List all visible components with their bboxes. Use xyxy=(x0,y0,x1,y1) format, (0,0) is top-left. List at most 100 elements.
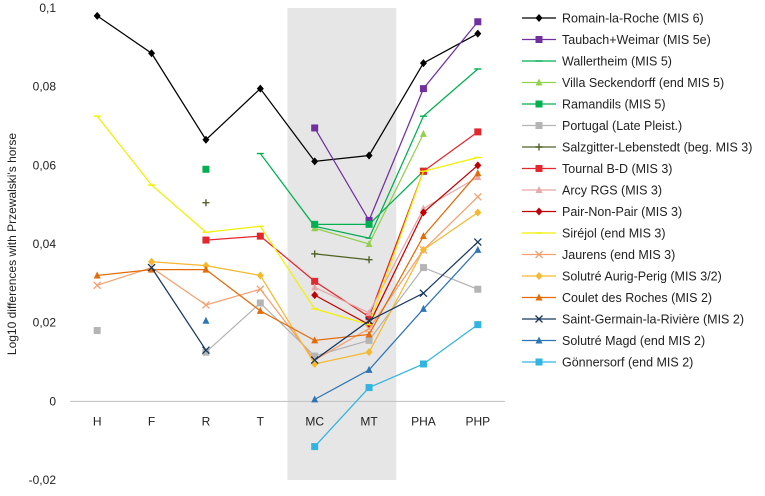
data-point xyxy=(474,169,482,177)
data-point xyxy=(474,321,482,329)
series-0 xyxy=(93,11,482,166)
y-tick-label: 0,1 xyxy=(39,1,56,15)
data-point xyxy=(474,285,482,293)
series-line xyxy=(97,172,479,342)
data-point xyxy=(419,204,427,212)
data-point xyxy=(365,365,373,373)
data-point xyxy=(419,208,427,217)
x-tick-label: R xyxy=(202,414,211,428)
x-tick-label: MC xyxy=(305,414,324,428)
legend-entry: Siréjol (end MIS 3) xyxy=(522,227,666,241)
x-tick-label: T xyxy=(257,414,265,428)
legend-marker xyxy=(535,14,543,22)
legend-label: Coulet des Roches (MIS 2) xyxy=(562,291,712,305)
legend-marker xyxy=(535,315,543,323)
legend-entry: Portugal (Late Pleist.) xyxy=(522,119,682,133)
legend-entry: Tournal B-D (MIS 3) xyxy=(522,162,672,176)
highlight-band xyxy=(287,8,397,480)
legend-entry: Solutré Magd (end MIS 2) xyxy=(522,334,705,348)
x-tick-label: F xyxy=(148,414,155,428)
data-point xyxy=(365,330,373,338)
data-point xyxy=(202,236,210,244)
data-point xyxy=(202,135,210,144)
data-point xyxy=(256,232,264,240)
data-point xyxy=(419,245,427,254)
data-point xyxy=(201,301,210,309)
data-point xyxy=(365,308,373,316)
data-point xyxy=(365,384,373,392)
data-point xyxy=(201,346,210,355)
series-line xyxy=(96,115,478,326)
x-tick-label: MT xyxy=(360,414,378,428)
legend-label: Solutré Magd (end MIS 2) xyxy=(562,334,705,348)
legend-marker xyxy=(535,293,543,301)
legend-label: Siréjol (end MIS 3) xyxy=(562,227,666,241)
data-point xyxy=(202,348,210,356)
series-5 xyxy=(93,264,482,360)
legend-marker xyxy=(535,272,543,280)
data-point xyxy=(202,316,210,324)
series-line xyxy=(205,131,479,318)
data-point xyxy=(148,257,156,266)
y-tick-label: 0 xyxy=(49,394,56,408)
legend-marker xyxy=(535,250,543,259)
data-point xyxy=(365,336,373,344)
data-point xyxy=(419,59,427,68)
data-point xyxy=(365,316,374,325)
series-line xyxy=(96,15,479,163)
series-8 xyxy=(311,173,482,316)
legend-entry: Solutré Aurig-Perig (MIS 3/2) xyxy=(522,270,722,284)
legend-label: Romain-la-Roche (MIS 6) xyxy=(562,12,704,26)
data-point xyxy=(310,356,319,364)
data-point xyxy=(419,360,427,368)
data-point xyxy=(474,161,482,170)
data-point xyxy=(148,49,156,58)
legend-marker xyxy=(535,143,543,151)
data-point xyxy=(311,124,319,132)
data-point xyxy=(474,208,482,217)
series-13 xyxy=(93,169,482,344)
data-point xyxy=(311,157,319,166)
legend-label: Taubach+Weimar (MIS 5e) xyxy=(562,33,711,47)
data-point xyxy=(311,395,319,403)
series-10 xyxy=(93,115,482,326)
y-tick-label: 0,06 xyxy=(33,158,57,172)
data-point xyxy=(474,245,482,253)
data-point xyxy=(202,199,210,207)
series-15 xyxy=(202,245,482,403)
y-tick-label: 0,08 xyxy=(33,80,57,94)
data-point xyxy=(311,220,319,228)
data-point xyxy=(256,299,264,307)
data-point xyxy=(147,263,156,272)
data-point xyxy=(93,271,101,279)
series-1 xyxy=(311,18,482,224)
data-point xyxy=(311,336,319,344)
legend-marker xyxy=(535,207,543,216)
data-point xyxy=(365,151,373,160)
data-point xyxy=(311,283,319,291)
series-6 xyxy=(202,199,373,264)
legend-marker xyxy=(535,36,543,43)
legend-label: Wallertheim (MIS 5) xyxy=(562,55,672,69)
legend-entry: Villa Seckendorff (end MIS 5) xyxy=(522,76,724,90)
series-line xyxy=(96,196,479,361)
legend-label: Pair-Non-Pair (MIS 3) xyxy=(562,205,682,219)
series-line xyxy=(314,249,479,400)
data-point xyxy=(311,352,319,360)
legend-entry: Romain-la-Roche (MIS 6) xyxy=(522,12,704,26)
legend-entry: Arcy RGS (MIS 3) xyxy=(522,184,662,198)
x-tick-label: PHP xyxy=(465,414,490,428)
legend-label: Portugal (Late Pleist.) xyxy=(562,119,682,133)
data-point xyxy=(311,250,319,258)
data-point xyxy=(93,327,101,335)
y-tick-label: 0,02 xyxy=(33,316,57,330)
series-line xyxy=(314,324,479,447)
legend-marker xyxy=(535,78,543,86)
legend-entry: Ramandils (MIS 5) xyxy=(522,98,666,112)
data-point xyxy=(311,291,319,300)
data-point xyxy=(473,238,482,246)
data-point xyxy=(474,18,482,26)
legend-label: Ramandils (MIS 5) xyxy=(562,98,666,112)
